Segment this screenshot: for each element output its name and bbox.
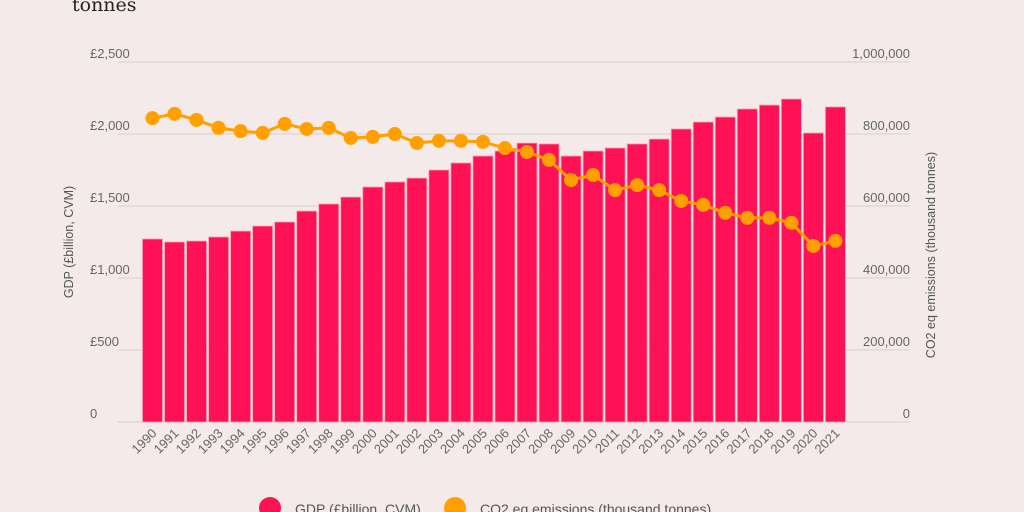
bar-2019 xyxy=(780,98,802,423)
y2-tick-label: 400,000 xyxy=(863,262,910,277)
bar-1993 xyxy=(208,236,229,423)
y2-axis-label: CO2 eq emissions (thousand tonnes) xyxy=(924,152,938,358)
y2-tick-label: 200,000 xyxy=(863,334,910,349)
bar-2012 xyxy=(626,143,648,423)
co2-point-2003 xyxy=(431,133,446,148)
co2-point-2018 xyxy=(762,210,777,225)
co2-point-2014 xyxy=(674,193,689,208)
co2-point-2001 xyxy=(387,127,402,141)
y-tick-label: £2,000 xyxy=(90,118,130,133)
bar-2013 xyxy=(648,138,670,423)
y2-tick-label: 800,000 xyxy=(863,118,910,133)
co2-point-2021 xyxy=(828,233,843,248)
bar-2020 xyxy=(803,132,824,423)
y-tick-label: 0 xyxy=(90,406,97,421)
co2-point-1998 xyxy=(321,120,336,135)
bar-2021 xyxy=(825,106,846,423)
bar-2011 xyxy=(604,147,626,423)
bar-2014 xyxy=(670,128,692,423)
bar-2006 xyxy=(494,150,516,423)
y2-tick-label: 600,000 xyxy=(863,190,910,205)
legend-co2-marker xyxy=(444,497,466,512)
co2-point-1996 xyxy=(277,116,292,131)
co2-point-1991 xyxy=(167,106,182,121)
bar-2002 xyxy=(406,177,428,423)
y2-tick-label: 1,000,000 xyxy=(852,46,910,61)
x-tick-label: 2021 xyxy=(811,426,842,457)
bar-1991 xyxy=(164,241,185,423)
co2-point-2015 xyxy=(696,197,711,212)
bar-2010 xyxy=(582,150,604,423)
bar-2018 xyxy=(758,104,780,423)
y-axis-label: GDP (£billion, CVM) xyxy=(62,186,76,298)
bar-2004 xyxy=(450,162,472,423)
bar-1994 xyxy=(230,230,252,423)
co2-point-2000 xyxy=(365,129,380,144)
co2-point-2016 xyxy=(718,205,733,220)
bar-2000 xyxy=(362,186,384,423)
bar-1997 xyxy=(296,210,318,423)
co2-point-2006 xyxy=(497,141,512,156)
y-tick-label: £2,500 xyxy=(90,46,130,61)
bar-2015 xyxy=(692,121,714,423)
co2-point-2012 xyxy=(630,178,645,193)
co2-point-2002 xyxy=(409,136,424,150)
bar-2016 xyxy=(714,116,736,423)
legend-gdp-label: GDP (£billion, CVM) xyxy=(295,501,421,512)
bar-2005 xyxy=(472,155,494,423)
chart-title: tonnes xyxy=(72,0,137,16)
co2-point-2013 xyxy=(652,183,667,198)
co2-point-1990 xyxy=(145,111,160,126)
co2-point-1997 xyxy=(299,121,314,136)
co2-point-2005 xyxy=(475,134,490,149)
co2-point-2017 xyxy=(740,210,755,225)
bar-2003 xyxy=(428,169,450,423)
co2-point-1992 xyxy=(189,112,204,127)
co2-point-2010 xyxy=(586,168,601,183)
bar-2008 xyxy=(538,143,560,423)
bar-1995 xyxy=(252,225,274,423)
co2-point-2019 xyxy=(784,215,799,230)
bar-1990 xyxy=(142,238,163,423)
co2-point-2004 xyxy=(453,133,468,148)
y2-tick-label: 0 xyxy=(903,406,910,421)
y-tick-label: £1,500 xyxy=(90,190,130,205)
legend-co2-label: CO2 eq emissions (thousand tonnes) xyxy=(480,501,711,512)
co2-point-1995 xyxy=(255,125,270,140)
bar-2007 xyxy=(516,142,538,423)
bar-2009 xyxy=(560,155,582,423)
bar-1992 xyxy=(186,240,207,423)
co2-point-1994 xyxy=(233,124,248,139)
bar-1999 xyxy=(340,196,362,423)
bar-1996 xyxy=(274,221,296,423)
y-tick-label: £500 xyxy=(90,334,119,349)
bar-2017 xyxy=(736,108,758,423)
co2-point-2008 xyxy=(542,152,557,167)
co2-point-2007 xyxy=(520,145,535,159)
co2-point-1993 xyxy=(211,120,226,135)
legend-gdp-marker xyxy=(259,497,281,512)
co2-point-1999 xyxy=(343,130,358,145)
co2-point-2020 xyxy=(806,238,821,253)
y-tick-label: £1,000 xyxy=(90,262,130,277)
co2-point-2011 xyxy=(608,183,623,198)
co2-point-2009 xyxy=(564,173,579,188)
bar-2001 xyxy=(384,181,406,423)
bar-1998 xyxy=(318,203,340,423)
